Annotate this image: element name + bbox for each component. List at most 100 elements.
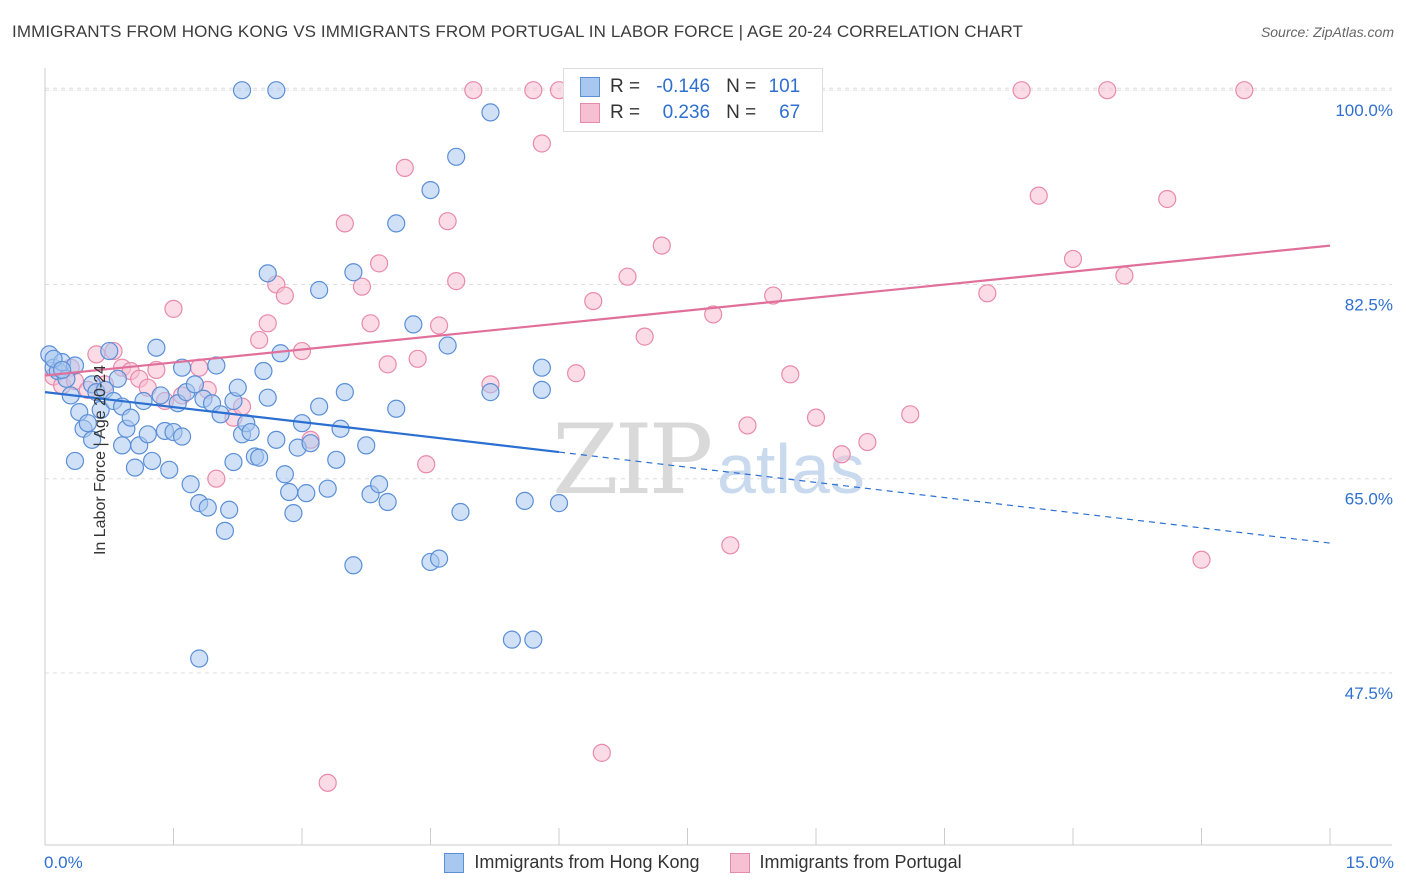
point-hongkong [138,425,157,444]
grid-lines [45,87,1392,674]
point-hongkong [421,181,440,200]
point-hongkong [190,649,209,668]
legend-label-portugal: Immigrants from Portugal [759,852,962,872]
point-portugal [806,408,826,427]
point-hongkong [78,414,97,433]
point-portugal [567,364,586,383]
x-tick-label-max: 15.0% [1345,853,1394,872]
point-hongkong [258,264,277,283]
point-hongkong [258,388,277,407]
point-hongkong [284,504,303,523]
legend-label-hongkong: Immigrants from Hong Kong [474,852,700,872]
trend-line-hongkong-extension [558,451,1331,544]
point-portugal [438,212,457,231]
point-hongkong [134,391,153,411]
point-portugal [275,286,294,305]
point-hongkong [147,338,166,357]
point-hongkong [185,375,205,394]
point-portugal [335,214,354,233]
legend-swatch-portugal [729,852,750,873]
point-portugal [1012,81,1031,100]
point-hongkong [370,475,389,494]
point-portugal [378,355,397,374]
legend-r-label: R = [610,102,641,123]
point-hongkong [228,378,247,397]
point-portugal [1192,550,1211,569]
point-hongkong [438,336,457,355]
trend-line-hongkong [44,391,560,454]
point-hongkong [172,358,192,377]
point-hongkong [387,399,406,418]
point-hongkong [532,358,551,377]
legend-swatch-hongkong [444,852,465,873]
point-portugal [164,299,183,318]
point-hongkong [207,356,226,375]
point-portugal [250,330,269,350]
point-hongkong [181,475,200,494]
y-tick-label: 47.5% [1345,684,1393,703]
point-hongkong [100,341,119,361]
point-hongkong [481,383,500,402]
point-portugal [190,358,209,377]
point-hongkong [447,147,466,166]
point-hongkong [215,521,234,540]
point-portugal [1063,249,1083,269]
point-hongkong [275,465,294,484]
point-portugal [618,267,637,286]
point-hongkong [172,427,192,446]
y-tick-label: 82.5% [1345,295,1393,314]
point-hongkong [108,369,127,388]
point-portugal [429,316,449,335]
trend-lines [44,244,1331,544]
point-hongkong [254,361,273,381]
point-portugal [318,773,337,792]
point-hongkong [121,408,140,427]
point-portugal [704,305,723,324]
point-hongkong [378,492,397,512]
legend-n-label: N = [726,76,757,97]
point-hongkong [549,494,569,513]
point-portugal [584,292,603,311]
point-portugal [764,286,783,305]
series-legend: Immigrants from Hong Kong Immigrants fro… [0,852,1406,873]
point-hongkong [502,630,521,649]
point-portugal [361,314,380,333]
point-hongkong [310,397,329,416]
point-portugal [1115,266,1134,285]
point-hongkong [344,263,363,282]
legend-n-value: 101 [768,76,801,97]
trend-line-portugal [44,244,1331,377]
point-portugal [901,405,920,424]
point-hongkong [220,500,239,519]
point-portugal [738,416,757,435]
point-portugal [524,81,543,100]
point-portugal [652,236,671,255]
point-hongkong [267,81,286,100]
point-portugal [370,254,389,273]
point-hongkong [224,452,243,472]
point-portugal [447,272,466,291]
point-hongkong [404,315,423,334]
point-hongkong [357,436,376,455]
point-hongkong [335,383,354,402]
point-hongkong [310,280,329,300]
point-hongkong [524,630,543,649]
point-hongkong [198,498,217,517]
point-portugal [592,743,611,762]
point-hongkong [318,479,337,498]
point-portugal [207,469,226,488]
point-hongkong [151,386,170,405]
point-portugal [1158,189,1177,209]
point-hongkong [112,436,132,455]
watermark-zip: ZIP [552,404,711,516]
watermark: ZIP atlas [552,404,865,516]
source-credit: Source: ZipAtlas.com [1260,24,1394,40]
legend-swatch-portugal [580,103,600,123]
point-portugal [395,158,414,177]
point-portugal [781,365,800,384]
point-hongkong [331,419,350,438]
point-hongkong [429,549,449,568]
point-hongkong [125,458,145,477]
point-hongkong [160,460,179,479]
